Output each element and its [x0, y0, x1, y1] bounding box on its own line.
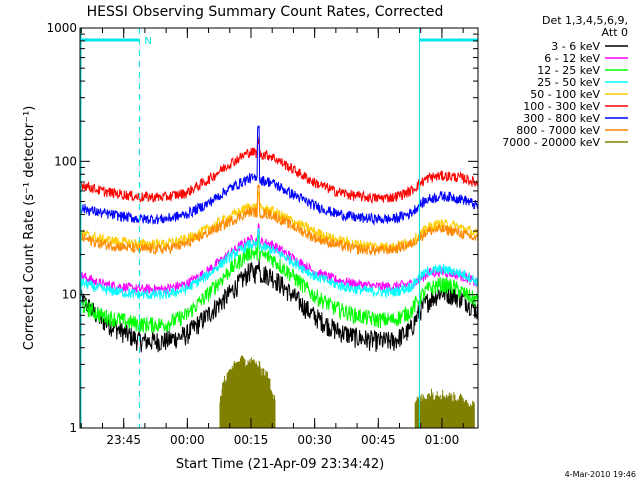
plot-area	[79, 125, 479, 428]
y-axis-label: Corrected Count Rate (s⁻¹ detector⁻¹)	[22, 106, 37, 351]
legend-label-800-7000-keV: 800 - 7000 keV	[516, 124, 600, 137]
x-tick-label: 23:45	[106, 433, 141, 447]
axes: 1 10 100 1000 23:45 00:00 00:15 00:30 00:45 01:00	[46, 21, 479, 447]
series-line-6-12-keV	[79, 222, 479, 296]
series-line-300-800-keV	[79, 125, 479, 226]
legend-label-7000-20000-keV: 7000 - 20000 keV	[502, 136, 600, 149]
y-tick-label: 1000	[46, 21, 77, 35]
night-marker-label: N	[144, 36, 151, 47]
series-line-12-25-keV	[79, 234, 479, 333]
legend-label-300-800-keV: 300 - 800 keV	[523, 112, 600, 125]
x-axis-label: Start Time (21-Apr-09 23:34:42)	[176, 457, 384, 472]
series-line-25-50-keV	[79, 228, 479, 300]
legend-header-line-1: Det 1,3,4,5,6,9,	[542, 14, 628, 27]
plot-frame	[79, 27, 479, 429]
series-line-7000-20000-keV-segment-1	[219, 355, 276, 428]
legend-header: Det 1,3,4,5,6,9,Att 0	[542, 14, 628, 39]
legend-header-line-2: Att 0	[602, 26, 628, 39]
legend-label-25-50-keV: 25 - 50 keV	[537, 76, 600, 89]
x-tick-label: 00:30	[297, 433, 332, 447]
legend-label-3-6-keV: 3 - 6 keV	[551, 40, 600, 53]
legend-label-100-300-keV: 100 - 300 keV	[523, 100, 600, 113]
series-line-800-7000-keV	[79, 184, 479, 257]
x-tick-label: 00:45	[361, 433, 396, 447]
series-line-100-300-keV	[79, 136, 479, 205]
series-line-7000-20000-keV-segment-2	[414, 388, 475, 428]
legend-label-12-25-keV: 12 - 25 keV	[537, 64, 600, 77]
footer-date: 4-Mar-2010 19:46	[565, 470, 636, 479]
chart-title: HESSI Observing Summary Count Rates, Cor…	[87, 4, 444, 20]
y-tick-label: 1	[69, 421, 77, 435]
x-tick-label: 00:00	[170, 433, 205, 447]
y-tick-label: 10	[62, 288, 77, 302]
x-tick-label: 00:15	[234, 433, 269, 447]
legend-label-50-100-keV: 50 - 100 keV	[530, 88, 600, 101]
x-tick-label: 01:00	[425, 433, 460, 447]
legend-label-6-12-keV: 6 - 12 keV	[544, 52, 600, 65]
y-tick-label: 100	[54, 154, 77, 168]
series-line-3-6-keV	[79, 258, 479, 353]
